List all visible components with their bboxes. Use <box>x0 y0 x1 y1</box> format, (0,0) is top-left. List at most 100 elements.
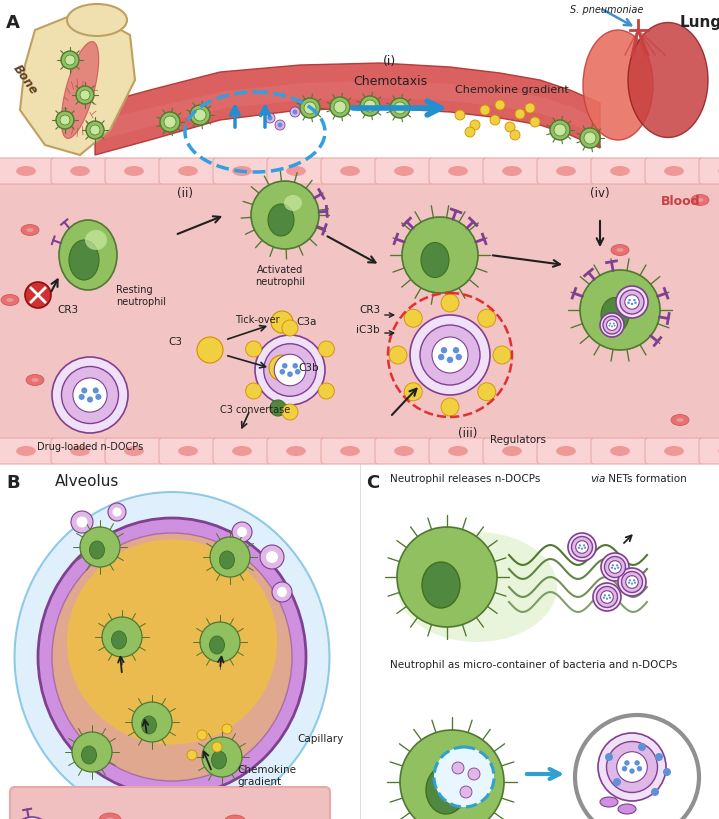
Circle shape <box>61 51 79 69</box>
Ellipse shape <box>616 248 623 252</box>
Circle shape <box>606 598 608 600</box>
Polygon shape <box>20 10 135 155</box>
Ellipse shape <box>601 297 629 333</box>
Circle shape <box>600 313 624 337</box>
Circle shape <box>629 768 635 774</box>
Ellipse shape <box>32 378 39 382</box>
Circle shape <box>56 111 74 129</box>
Text: S. pneumoniae: S. pneumoniae <box>570 5 644 15</box>
Ellipse shape <box>178 166 198 176</box>
Ellipse shape <box>124 166 144 176</box>
Ellipse shape <box>21 224 39 236</box>
Circle shape <box>319 341 334 357</box>
Circle shape <box>634 760 640 766</box>
FancyBboxPatch shape <box>159 158 217 184</box>
Ellipse shape <box>394 446 414 456</box>
Circle shape <box>404 310 422 328</box>
Circle shape <box>280 369 285 374</box>
Ellipse shape <box>600 797 618 807</box>
FancyBboxPatch shape <box>213 438 271 464</box>
Circle shape <box>73 378 107 412</box>
Circle shape <box>616 564 618 567</box>
Ellipse shape <box>718 166 719 176</box>
Circle shape <box>304 102 316 114</box>
Circle shape <box>616 286 648 318</box>
Circle shape <box>608 595 610 596</box>
FancyBboxPatch shape <box>51 158 109 184</box>
Ellipse shape <box>618 804 636 814</box>
FancyBboxPatch shape <box>0 158 55 184</box>
Circle shape <box>441 398 459 416</box>
FancyBboxPatch shape <box>267 438 325 464</box>
Ellipse shape <box>697 198 704 202</box>
Circle shape <box>334 101 346 113</box>
Text: (iv): (iv) <box>590 187 610 200</box>
Circle shape <box>360 96 380 116</box>
Ellipse shape <box>502 166 522 176</box>
FancyBboxPatch shape <box>699 438 719 464</box>
Circle shape <box>102 617 142 657</box>
Text: Tick-over: Tick-over <box>235 315 280 325</box>
Circle shape <box>267 115 273 120</box>
Circle shape <box>237 527 247 537</box>
Ellipse shape <box>664 166 684 176</box>
Circle shape <box>593 583 621 611</box>
Circle shape <box>402 217 478 293</box>
Text: Lung: Lung <box>680 15 719 30</box>
Circle shape <box>453 347 459 354</box>
Circle shape <box>631 303 633 305</box>
Circle shape <box>580 270 660 350</box>
Circle shape <box>76 86 94 104</box>
Circle shape <box>620 290 644 314</box>
Circle shape <box>255 335 325 405</box>
Circle shape <box>617 752 647 782</box>
Ellipse shape <box>286 446 306 456</box>
Polygon shape <box>100 81 598 140</box>
Circle shape <box>572 536 592 558</box>
Circle shape <box>108 503 126 521</box>
Ellipse shape <box>691 194 709 206</box>
Circle shape <box>628 581 630 584</box>
Circle shape <box>222 724 232 734</box>
Ellipse shape <box>224 815 246 819</box>
Circle shape <box>605 753 613 761</box>
Circle shape <box>490 115 500 125</box>
Circle shape <box>187 750 197 760</box>
Polygon shape <box>95 63 600 155</box>
Circle shape <box>465 127 475 137</box>
Circle shape <box>420 325 480 385</box>
Circle shape <box>579 544 581 546</box>
FancyBboxPatch shape <box>321 158 379 184</box>
Circle shape <box>554 124 566 136</box>
Ellipse shape <box>611 245 629 256</box>
Circle shape <box>456 354 462 360</box>
Ellipse shape <box>111 631 127 649</box>
Ellipse shape <box>646 318 654 322</box>
Circle shape <box>604 595 606 596</box>
Ellipse shape <box>59 220 117 290</box>
Circle shape <box>282 363 288 369</box>
Text: Blood: Blood <box>661 195 700 208</box>
Circle shape <box>608 324 610 327</box>
Ellipse shape <box>610 166 630 176</box>
Circle shape <box>293 110 298 115</box>
Ellipse shape <box>671 414 689 426</box>
Circle shape <box>277 587 287 597</box>
Circle shape <box>269 355 295 381</box>
Ellipse shape <box>67 540 277 744</box>
Ellipse shape <box>14 492 329 819</box>
Ellipse shape <box>142 716 157 734</box>
Circle shape <box>62 366 119 423</box>
Ellipse shape <box>232 446 252 456</box>
Circle shape <box>434 747 494 807</box>
Circle shape <box>581 548 583 550</box>
Text: (i): (i) <box>383 55 397 68</box>
FancyBboxPatch shape <box>645 438 703 464</box>
FancyBboxPatch shape <box>537 438 595 464</box>
Circle shape <box>477 382 496 400</box>
Circle shape <box>190 105 210 125</box>
Circle shape <box>576 541 588 554</box>
Circle shape <box>525 103 535 113</box>
Circle shape <box>232 522 252 542</box>
Text: Chemokine
gradient: Chemokine gradient <box>237 765 296 786</box>
